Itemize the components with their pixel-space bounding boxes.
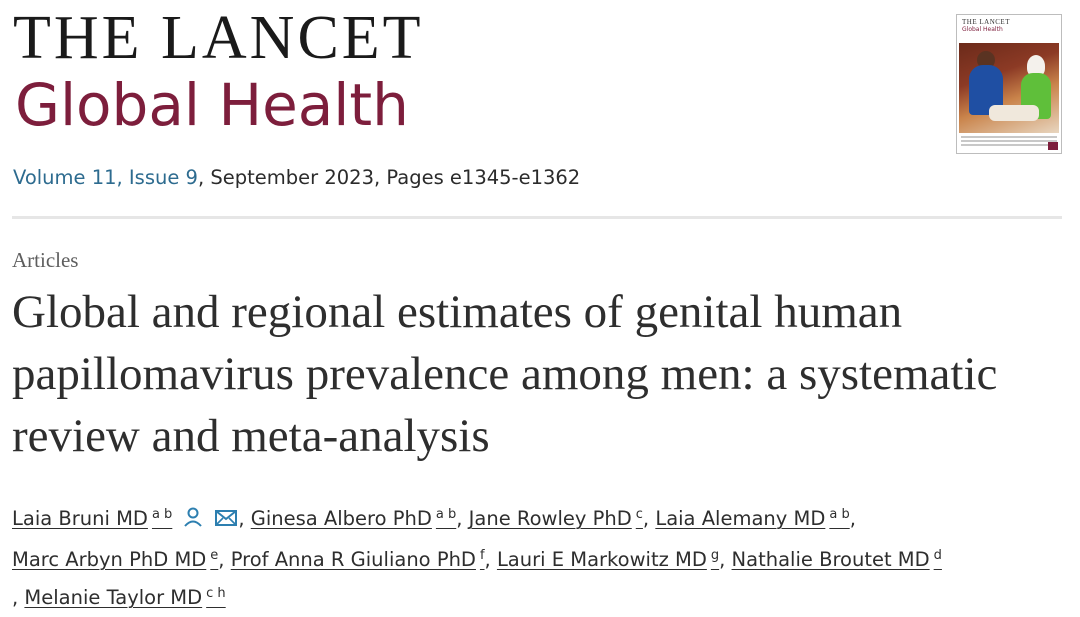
author-name: Jane Rowley PhD (468, 507, 632, 530)
article-type: Articles (12, 248, 79, 272)
author-name: Ginesa Albero PhD (250, 507, 432, 530)
journal-cover-thumbnail[interactable]: THE LANCET Global Health (956, 14, 1062, 154)
article-title: Global and regional estimates of genital… (12, 286, 998, 462)
author-affiliations: c (635, 507, 643, 522)
cover-table (989, 105, 1039, 121)
author-link[interactable]: Melanie Taylor MD c h (24, 586, 225, 609)
author-separator: , (849, 507, 856, 530)
author-separator: , (719, 548, 726, 571)
cover-subtitle: Global Health (962, 26, 1003, 33)
cover-text-lines (961, 136, 1057, 152)
author-link[interactable]: Marc Arbyn PhD MD e (12, 548, 218, 571)
author-affiliations: a b (829, 507, 850, 522)
cover-figure-head (977, 51, 995, 69)
cover-line (961, 140, 1057, 142)
author-affiliations: c h (206, 586, 226, 601)
author-name: Laia Bruni MD (12, 507, 148, 530)
volume-issue-link[interactable]: Volume 11, Issue 9 (13, 166, 198, 189)
envelope-icon[interactable] (214, 503, 238, 541)
person-icon[interactable] (182, 503, 204, 541)
author-link[interactable]: Ginesa Albero PhD a b (251, 507, 457, 530)
author-link[interactable]: Lauri E Markowitz MD g (497, 548, 719, 571)
author-affiliations: d (933, 548, 942, 563)
author-link[interactable]: Prof Anna R Giuliano PhD f (231, 548, 485, 571)
author-list: Laia Bruni MD a b, Ginesa Albero PhD a b, … (12, 500, 1072, 617)
cover-badge (1048, 142, 1058, 150)
author-name: Melanie Taylor MD (24, 586, 203, 609)
author-separator: , (238, 507, 245, 530)
cover-figure-head (1027, 55, 1045, 77)
author-link[interactable]: Laia Bruni MD a b (12, 507, 172, 530)
cover-line (961, 136, 1057, 138)
author-separator: , (218, 548, 225, 571)
cover-photo (959, 43, 1059, 133)
author-name: Laia Alemany MD (655, 507, 826, 530)
author-link[interactable]: Jane Rowley PhD c (469, 507, 643, 530)
author-name: Prof Anna R Giuliano PhD (230, 548, 476, 571)
cover-title: THE LANCET (962, 18, 1010, 26)
author-affiliations: g (710, 548, 720, 563)
author-affiliations: e (210, 548, 219, 563)
author-link[interactable]: Nathalie Broutet MD d (732, 548, 942, 571)
author-affiliations: a b (435, 507, 457, 522)
author-separator: , (484, 548, 491, 571)
issue-details: , September 2023, Pages e1345-e1362 (197, 166, 581, 189)
issue-info: Volume 11, Issue 9, September 2023, Page… (13, 164, 580, 192)
author-name: Nathalie Broutet MD (731, 548, 930, 571)
author-separator: , (12, 586, 19, 609)
author-name: Lauri E Markowitz MD (496, 548, 707, 571)
cover-line (961, 144, 1057, 146)
author-affiliations: a b (151, 507, 173, 522)
author-link[interactable]: Laia Alemany MD a b (655, 507, 849, 530)
author-separator: , (642, 507, 650, 530)
author-separator: , (456, 507, 463, 530)
author-name: Marc Arbyn PhD MD (12, 548, 207, 571)
journal-masthead[interactable]: THE LANCET Global Health (13, 6, 424, 140)
header-divider (12, 216, 1062, 219)
journal-name-line1: THE LANCET (13, 4, 424, 72)
journal-name-line2: Global Health (15, 71, 409, 139)
author-affiliations: f (479, 548, 485, 563)
